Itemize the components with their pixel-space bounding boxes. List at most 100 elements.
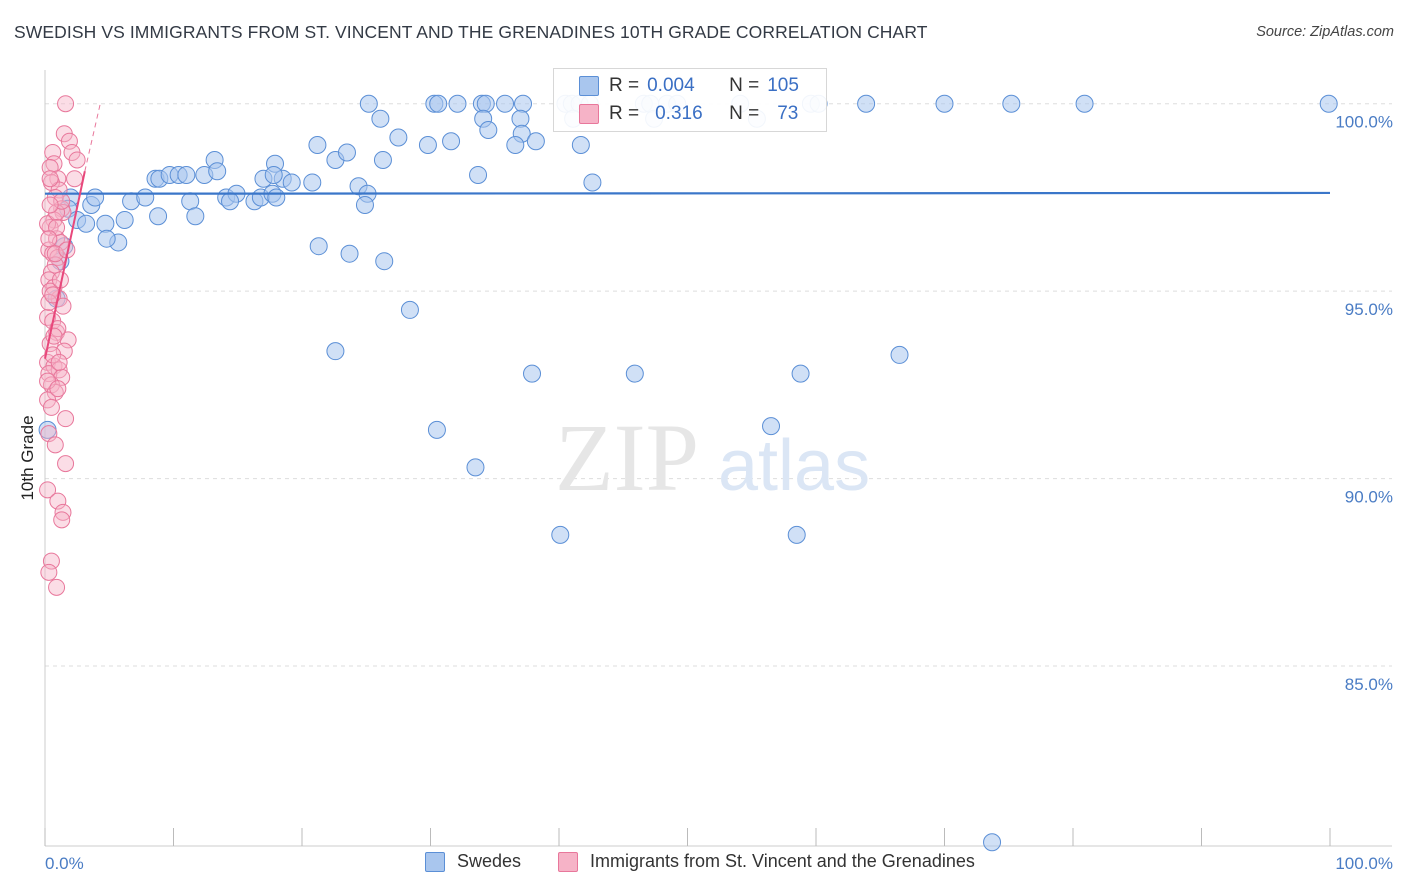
data-point-swedes [136,188,155,207]
data-point-swedes [511,109,530,128]
data-point-swedes [935,94,954,113]
data-point-immigrants [50,353,68,371]
data-point-swedes [1075,94,1094,113]
data-point-immigrants [41,196,59,214]
data-point-swedes [476,94,495,113]
data-point-swedes [77,214,96,233]
data-point-swedes [208,162,227,181]
stats-n-value: 105 [767,75,799,96]
data-point-swedes [115,210,134,229]
data-point-swedes [418,135,437,154]
legend-label-immigrants: Immigrants from St. Vincent and the Gren… [590,851,975,871]
data-point-swedes [857,94,876,113]
data-point-swedes [389,128,408,147]
data-point-immigrants [57,95,75,113]
stats-n-value: 73 [777,103,799,124]
data-point-swedes [583,173,602,192]
data-point-swedes [221,192,240,211]
legend-swatch-pink [558,851,578,872]
data-point-swedes [479,120,498,139]
data-point-swedes [496,94,515,113]
data-point-swedes [983,833,1002,852]
stats-r-label: R = [609,103,640,124]
data-point-immigrants [39,481,57,499]
trend-line-swedes [44,191,1331,195]
data-point-swedes [1319,94,1338,113]
y-tick-labels: 100.0% 95.0% 90.0% 85.0% [1335,113,1393,694]
y-tick-label: 95.0% [1345,300,1393,319]
data-point-swedes [442,132,461,151]
data-point-immigrants [68,151,86,169]
stats-n-label: N = [729,103,760,124]
data-point-swedes [267,188,286,207]
data-point-swedes [427,420,446,439]
data-point-swedes [373,150,392,169]
data-point-swedes [1002,94,1021,113]
legend-label-swedes: Swedes [457,851,522,871]
legend: Swedes Immigrants from St. Vincent and t… [0,851,1406,879]
source-label: Source: ZipAtlas.com [1256,24,1394,40]
data-point-swedes [466,458,485,477]
data-point-immigrants [60,132,78,150]
data-point-swedes [514,94,533,113]
data-point-immigrants [57,410,75,428]
stats-r-value: 0.316 [655,103,703,124]
data-point-immigrants [42,398,60,416]
data-point-swedes [96,214,115,233]
data-point-swedes [625,364,644,383]
y-tick-label: 90.0% [1345,488,1393,507]
data-point-swedes [355,195,374,214]
y-tick-label: 100.0% [1335,113,1393,132]
trend-lines [44,103,1331,359]
data-point-swedes [571,135,590,154]
data-point-swedes [308,135,327,154]
data-point-swedes [762,417,781,436]
stats-r-label: R = [609,75,640,96]
data-point-immigrants [41,170,59,188]
data-point-swedes [340,244,359,263]
legend-item-immigrants[interactable]: Immigrants from St. Vincent and the Gren… [558,851,975,872]
data-point-swedes [86,188,105,207]
data-point-swedes [791,364,810,383]
data-point-swedes [149,207,168,226]
data-point-swedes [97,229,116,248]
legend-item-swedes[interactable]: Swedes [425,851,521,872]
watermark: ZIP atlas [555,404,870,511]
data-point-swedes [186,207,205,226]
grid-lines [45,103,1392,667]
data-point-swedes [371,109,390,128]
data-point-swedes [309,237,328,256]
data-point-immigrants [40,230,58,248]
stats-row-swedes: R = 0.004 N = 105 [554,73,799,99]
data-point-swedes [375,252,394,271]
data-point-immigrants [53,511,71,529]
stats-n-label: N = [729,75,760,96]
data-point-immigrants [42,552,60,570]
stats-r-value: 0.004 [647,75,695,96]
data-point-immigrants [57,455,75,473]
data-point-immigrants [54,297,72,315]
x-tick-label: 0.0% [45,854,84,873]
data-point-swedes [551,525,570,544]
stats-row-immigrants: R = 0.316 N = 73 [554,101,798,127]
data-point-swedes [429,94,448,113]
data-point-immigrants [46,436,64,454]
data-point-swedes [400,300,419,319]
data-point-immigrants [39,215,57,233]
stats-box: R = 0.004 N = 105 R = 0.316 N = 73 [553,68,827,132]
stats-swatch-blue [579,76,599,96]
data-point-swedes [326,342,345,361]
data-point-immigrants [59,331,77,349]
data-point-immigrants [48,578,66,596]
data-point-swedes [523,364,542,383]
data-point-swedes [890,345,909,364]
data-point-swedes [526,132,545,151]
y-axis-label: 10th Grade [18,415,37,500]
legend-swatch-blue [425,851,445,872]
data-point-swedes [282,173,301,192]
data-point-swedes [264,165,283,184]
x-tick-labels: 0.0% 100.0% [45,854,1393,873]
data-point-swedes [469,165,488,184]
data-point-immigrants [40,563,58,581]
